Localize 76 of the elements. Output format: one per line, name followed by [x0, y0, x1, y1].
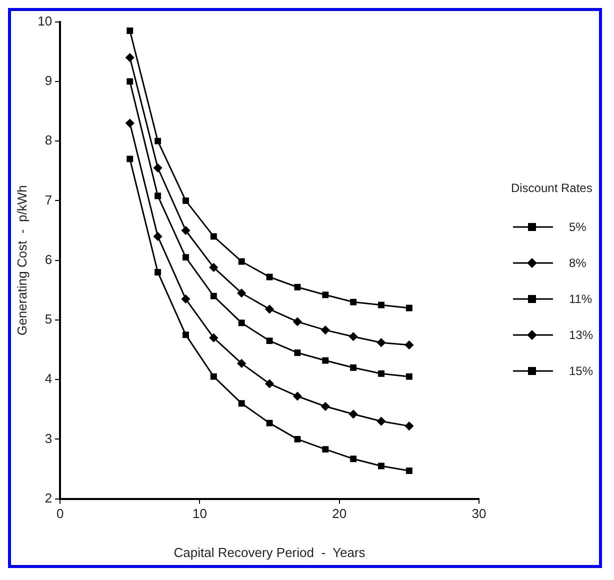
point: [238, 320, 245, 326]
point: [378, 370, 384, 377]
point: [154, 164, 162, 172]
point: [182, 332, 189, 338]
point: [322, 357, 329, 364]
point: [377, 417, 386, 426]
point: [182, 197, 189, 204]
point: [182, 254, 189, 261]
legend-label: 15%: [568, 364, 593, 378]
point: [294, 284, 301, 290]
point: [349, 410, 358, 418]
point: [126, 156, 134, 162]
point: [406, 373, 412, 380]
point: [238, 258, 245, 265]
point: [406, 304, 412, 312]
x-tick-label: 0: [56, 506, 64, 522]
point: [350, 364, 357, 371]
point: [293, 317, 302, 326]
point: [266, 420, 273, 426]
point: [266, 274, 273, 280]
y-tick-label: 2: [44, 490, 52, 506]
x-tick-label: 20: [332, 506, 347, 522]
legend-label: 11%: [568, 292, 592, 306]
point: [237, 288, 246, 298]
point: [404, 422, 414, 430]
point: [378, 302, 384, 308]
point: [209, 263, 218, 272]
point: [350, 456, 357, 462]
point: [126, 28, 134, 34]
y-tick-label: 8: [44, 132, 52, 148]
point: [126, 78, 134, 85]
point: [126, 53, 134, 62]
point: [210, 292, 217, 300]
point: [349, 332, 358, 341]
x-axis-title: Capital Recovery Period - Years: [174, 544, 366, 560]
point: [209, 334, 218, 342]
y-axis-title: Generating Cost - p/kWh: [14, 185, 30, 336]
point: [322, 292, 329, 298]
point: [210, 373, 217, 380]
y-tick-label: 9: [44, 73, 52, 88]
y-tick-label: 4: [44, 371, 52, 386]
x-tick-label: 10: [192, 506, 207, 522]
legend-label: 8%: [568, 256, 586, 270]
point: [154, 269, 162, 276]
legend-label: 5%: [568, 220, 586, 234]
point: [181, 226, 190, 235]
point: [265, 379, 274, 388]
point: [350, 298, 357, 306]
point: [210, 233, 217, 240]
legend-title: Discount Rates: [510, 181, 593, 195]
point: [321, 402, 330, 411]
y-tick-label: 7: [44, 192, 52, 208]
point: [294, 349, 301, 356]
point: [238, 400, 245, 407]
point: [154, 138, 162, 144]
point: [293, 392, 302, 400]
y-tick-label: 5: [44, 312, 52, 327]
point: [181, 294, 190, 304]
point: [126, 118, 134, 128]
y-tick-label: 3: [44, 430, 52, 446]
y-tick-label: 10: [38, 13, 52, 28]
legend-label: 13%: [568, 328, 593, 342]
point: [406, 468, 412, 474]
y-tick-label: 6: [44, 252, 52, 267]
point: [154, 192, 162, 200]
point: [237, 359, 246, 368]
point: [266, 338, 273, 344]
point: [265, 304, 274, 314]
point: [377, 338, 386, 347]
point: [378, 462, 384, 470]
point: [404, 340, 414, 350]
x-tick-label: 30: [472, 506, 486, 522]
point: [154, 232, 162, 241]
point: [322, 446, 329, 453]
point: [294, 436, 301, 442]
point: [321, 326, 330, 334]
